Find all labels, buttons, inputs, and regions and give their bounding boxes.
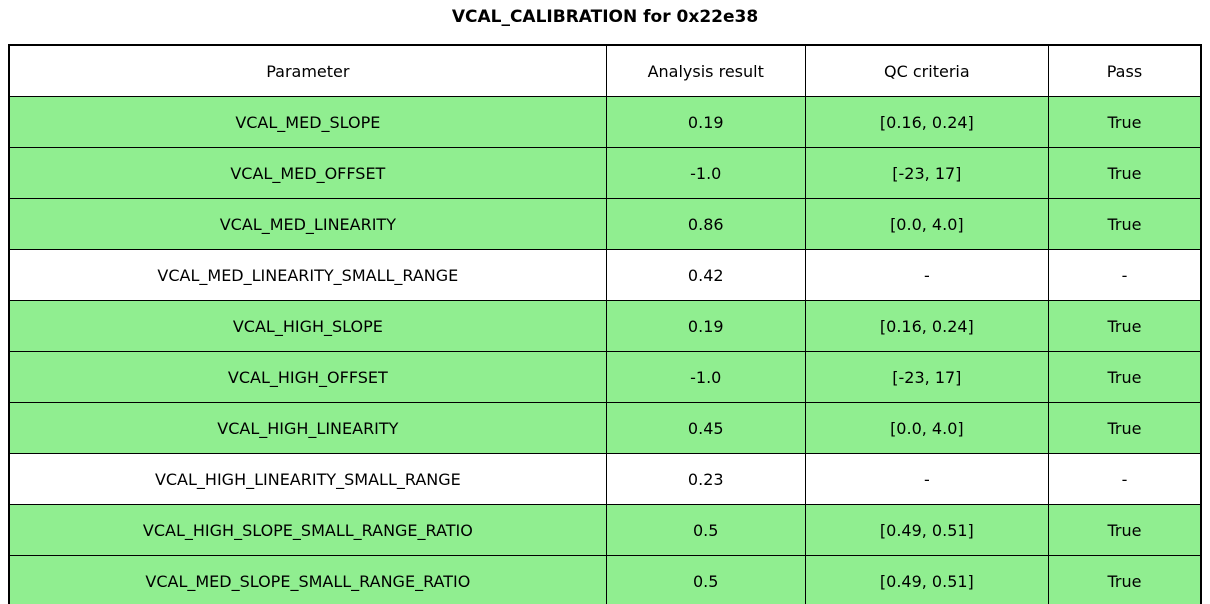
analysis-result-cell: 0.86 [605, 198, 806, 250]
parameter-cell: VCAL_HIGH_SLOPE [8, 300, 607, 352]
parameter-cell: VCAL_HIGH_SLOPE_SMALL_RANGE_RATIO [8, 504, 607, 556]
table-row: VCAL_HIGH_LINEARITY 0.45 [0.0, 4.0] True [8, 402, 1202, 454]
table-row: VCAL_HIGH_OFFSET -1.0 [-23, 17] True [8, 351, 1202, 403]
table-row: VCAL_MED_LINEARITY_SMALL_RANGE 0.42- - [8, 249, 1202, 301]
table-row: VCAL_HIGH_SLOPE 0.19 [0.16, 0.24] True [8, 300, 1202, 352]
table-row: VCAL_MED_SLOPE_SMALL_RANGE_RATIO 0.5 [0.49… [8, 555, 1202, 604]
pass-cell: True [1047, 402, 1202, 454]
analysis-result-cell: 0.5 [605, 504, 806, 556]
table-row: VCAL_MED_LINEARITY 0.86 [0.0, 4.0] True [8, 198, 1202, 250]
parameter-cell: VCAL_HIGH_LINEARITY [8, 402, 607, 454]
analysis-result-cell: 0.45 [605, 402, 806, 454]
pass-cell: True [1047, 96, 1202, 148]
analysis-result-cell: 0.5 [605, 555, 806, 604]
table-row: VCAL_HIGH_SLOPE_SMALL_RANGE_RATIO 0.5 [0.4… [8, 504, 1202, 556]
parameter-cell: VCAL_MED_SLOPE_SMALL_RANGE_RATIO [8, 555, 607, 604]
analysis-result-cell: 0.19 [605, 300, 806, 352]
pass-cell: True [1047, 555, 1202, 604]
qc-criteria-cell: [0.16, 0.24] [804, 96, 1049, 148]
analysis-result-cell: 0.19 [605, 96, 806, 148]
parameter-cell: VCAL_MED_LINEARITY_SMALL_RANGE [8, 249, 607, 301]
pass-cell: True [1047, 147, 1202, 199]
column-header-qc-criteria: QC criteria [804, 44, 1049, 97]
qc-criteria-cell: [0.0, 4.0] [804, 198, 1049, 250]
qc-criteria-cell: [0.49, 0.51] [804, 555, 1049, 604]
pass-cell: True [1047, 300, 1202, 352]
pass-cell: - [1047, 249, 1202, 301]
qc-criteria-cell: [0.0, 4.0] [804, 402, 1049, 454]
parameter-cell: VCAL_HIGH_LINEARITY_SMALL_RANGE [8, 453, 607, 505]
qc-criteria-cell: [0.49, 0.51] [804, 504, 1049, 556]
qc-criteria-cell: [-23, 17] [804, 351, 1049, 403]
analysis-result-cell: 0.23 [605, 453, 806, 505]
pass-cell: - [1047, 453, 1202, 505]
column-header-pass: Pass [1047, 44, 1202, 97]
parameter-cell: VCAL_MED_OFFSET [8, 147, 607, 199]
table-row: VCAL_MED_OFFSET -1.0 [-23, 17] True [8, 147, 1202, 199]
qc-criteria-cell: [-23, 17] [804, 147, 1049, 199]
parameter-cell: VCAL_HIGH_OFFSET [8, 351, 607, 403]
qc-criteria-cell: [0.16, 0.24] [804, 300, 1049, 352]
column-header-analysis-result: Analysis result [605, 44, 806, 97]
qc-criteria-cell: - [804, 249, 1049, 301]
pass-cell: True [1047, 351, 1202, 403]
table-header: Parameter Analysis result QC criteria Pa… [8, 44, 1202, 97]
qc-table: Parameter Analysis result QC criteria Pa… [8, 44, 1202, 604]
analysis-result-cell: 0.42 [605, 249, 806, 301]
parameter-cell: VCAL_MED_SLOPE [8, 96, 607, 148]
column-header-parameter: Parameter [8, 44, 607, 97]
qc-criteria-cell: - [804, 453, 1049, 505]
parameter-cell: VCAL_MED_LINEARITY [8, 198, 607, 250]
header-row: Parameter Analysis result QC criteria Pa… [8, 44, 1202, 97]
pass-cell: True [1047, 198, 1202, 250]
table-row: VCAL_MED_SLOPE 0.19 [0.16, 0.24] True [8, 96, 1202, 148]
figure-title: VCAL_CALIBRATION for 0x22e38 [451, 7, 759, 27]
analysis-result-cell: -1.0 [605, 351, 806, 403]
pass-cell: True [1047, 504, 1202, 556]
analysis-result-cell: -1.0 [605, 147, 806, 199]
table-body: VCAL_MED_SLOPE 0.19 [0.16, 0.24] True VCAL_M… [8, 96, 1202, 604]
table-row: VCAL_HIGH_LINEARITY_SMALL_RANGE 0.23- - [8, 453, 1202, 505]
